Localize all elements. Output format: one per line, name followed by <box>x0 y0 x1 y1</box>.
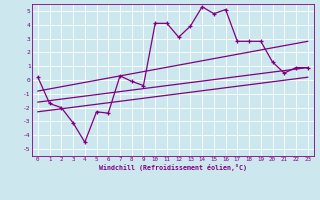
X-axis label: Windchill (Refroidissement éolien,°C): Windchill (Refroidissement éolien,°C) <box>99 164 247 171</box>
